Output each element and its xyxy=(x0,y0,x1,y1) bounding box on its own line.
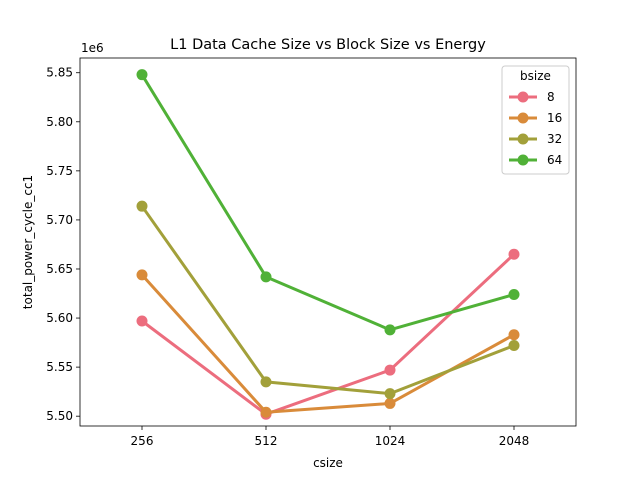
data-point-8-256 xyxy=(136,315,148,327)
data-point-32-512 xyxy=(260,376,272,388)
data-point-32-2048 xyxy=(508,340,520,352)
y-tick-label: 5.85 xyxy=(46,66,73,80)
y-tick-label: 5.60 xyxy=(46,311,73,325)
legend-box xyxy=(501,65,570,175)
y-tick-label: 5.50 xyxy=(46,409,73,423)
data-point-16-1024 xyxy=(384,397,396,409)
series-line-32 xyxy=(140,205,515,396)
data-point-16-256 xyxy=(136,269,148,281)
data-point-16-512 xyxy=(260,406,272,418)
data-point-64-256 xyxy=(136,69,148,81)
y-tick-label: 5.70 xyxy=(46,213,73,227)
y-offset-label: 1e6 xyxy=(81,41,104,55)
legend-marker-32 xyxy=(517,133,529,145)
data-point-64-2048 xyxy=(508,289,520,301)
series-line-8 xyxy=(141,253,516,416)
axes-frame xyxy=(79,57,577,427)
x-axis-label: csize xyxy=(313,456,343,470)
data-point-64-1024 xyxy=(384,324,396,336)
legend-label-16: 16 xyxy=(547,111,562,125)
x-tick-label: 256 xyxy=(131,434,154,448)
x-tick-label: 1024 xyxy=(375,434,406,448)
data-point-32-1024 xyxy=(384,388,396,400)
data-point-16-2048 xyxy=(508,329,520,341)
x-tick-label: 2048 xyxy=(499,434,530,448)
y-tick-label: 5.75 xyxy=(46,164,73,178)
series-line-64 xyxy=(140,73,515,332)
legend-marker-8 xyxy=(517,91,529,103)
y-tick-label: 5.55 xyxy=(46,360,73,374)
legend-marker-16 xyxy=(517,112,529,124)
data-point-32-256 xyxy=(136,200,148,212)
y-tick-label: 5.65 xyxy=(46,262,73,276)
data-point-8-2048 xyxy=(508,248,520,260)
x-tick-label: 512 xyxy=(255,434,278,448)
plot-area: 5.50 5.55 5.60 5.65 5.70 5.75 5.80 5.85 256 512 10… xyxy=(46,57,577,448)
legend-marker-64 xyxy=(517,154,529,166)
legend-title: bsize xyxy=(520,69,551,83)
y-axis-label: total_power_cycle_cc1 xyxy=(21,175,35,309)
legend-label-8: 8 xyxy=(547,90,555,104)
y-tick-label: 5.80 xyxy=(46,115,73,129)
data-point-64-512 xyxy=(260,271,272,283)
legend-label-64: 64 xyxy=(547,153,562,167)
chart-title: L1 Data Cache Size vs Block Size vs Ener… xyxy=(170,37,486,53)
legend: bsize 8 16 32 64 xyxy=(501,65,570,175)
data-point-8-1024 xyxy=(384,364,396,376)
legend-label-32: 32 xyxy=(547,132,562,146)
